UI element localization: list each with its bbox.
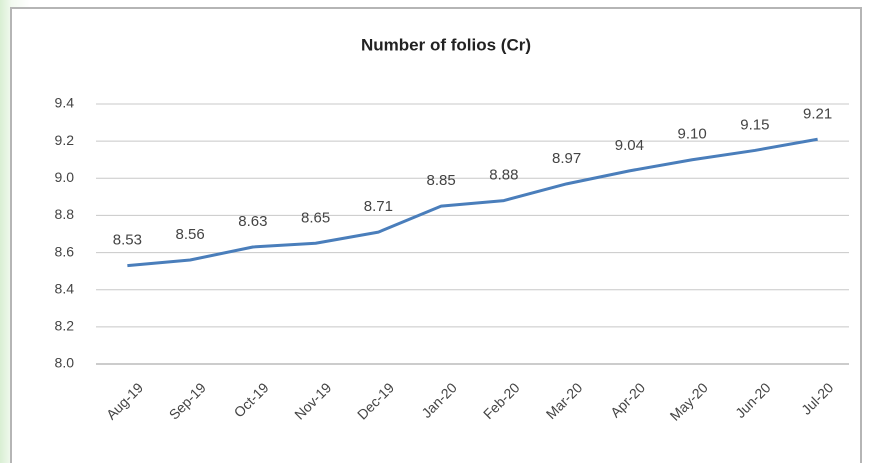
chart-frame [10, 7, 862, 463]
value-label: 9.15 [740, 116, 769, 133]
value-label: 8.97 [552, 150, 581, 167]
value-label: 9.10 [678, 126, 707, 143]
value-label: 8.65 [301, 209, 330, 226]
chart-title: Number of folios (Cr) [361, 35, 531, 54]
line [127, 137, 818, 268]
value-label: 8.85 [427, 172, 456, 189]
value-label: 9.04 [615, 137, 644, 154]
value-label: 9.21 [803, 105, 832, 122]
y-tick-label: 8.6 [55, 243, 75, 259]
value-label: 8.63 [238, 213, 267, 230]
value-label: 8.71 [364, 198, 393, 215]
y-tick-label: 9.0 [55, 169, 75, 185]
y-tick-label: 9.4 [55, 95, 75, 111]
y-tick-label: 9.2 [55, 132, 75, 148]
value-label: 8.53 [113, 232, 142, 249]
y-tick-label: 8.2 [55, 318, 75, 334]
y-tick-label: 8.8 [55, 206, 75, 222]
value-label: 8.88 [489, 167, 518, 184]
y-tick-label: 8.0 [55, 355, 75, 371]
value-label: 8.56 [176, 226, 205, 243]
y-tick-label: 8.4 [55, 280, 75, 296]
